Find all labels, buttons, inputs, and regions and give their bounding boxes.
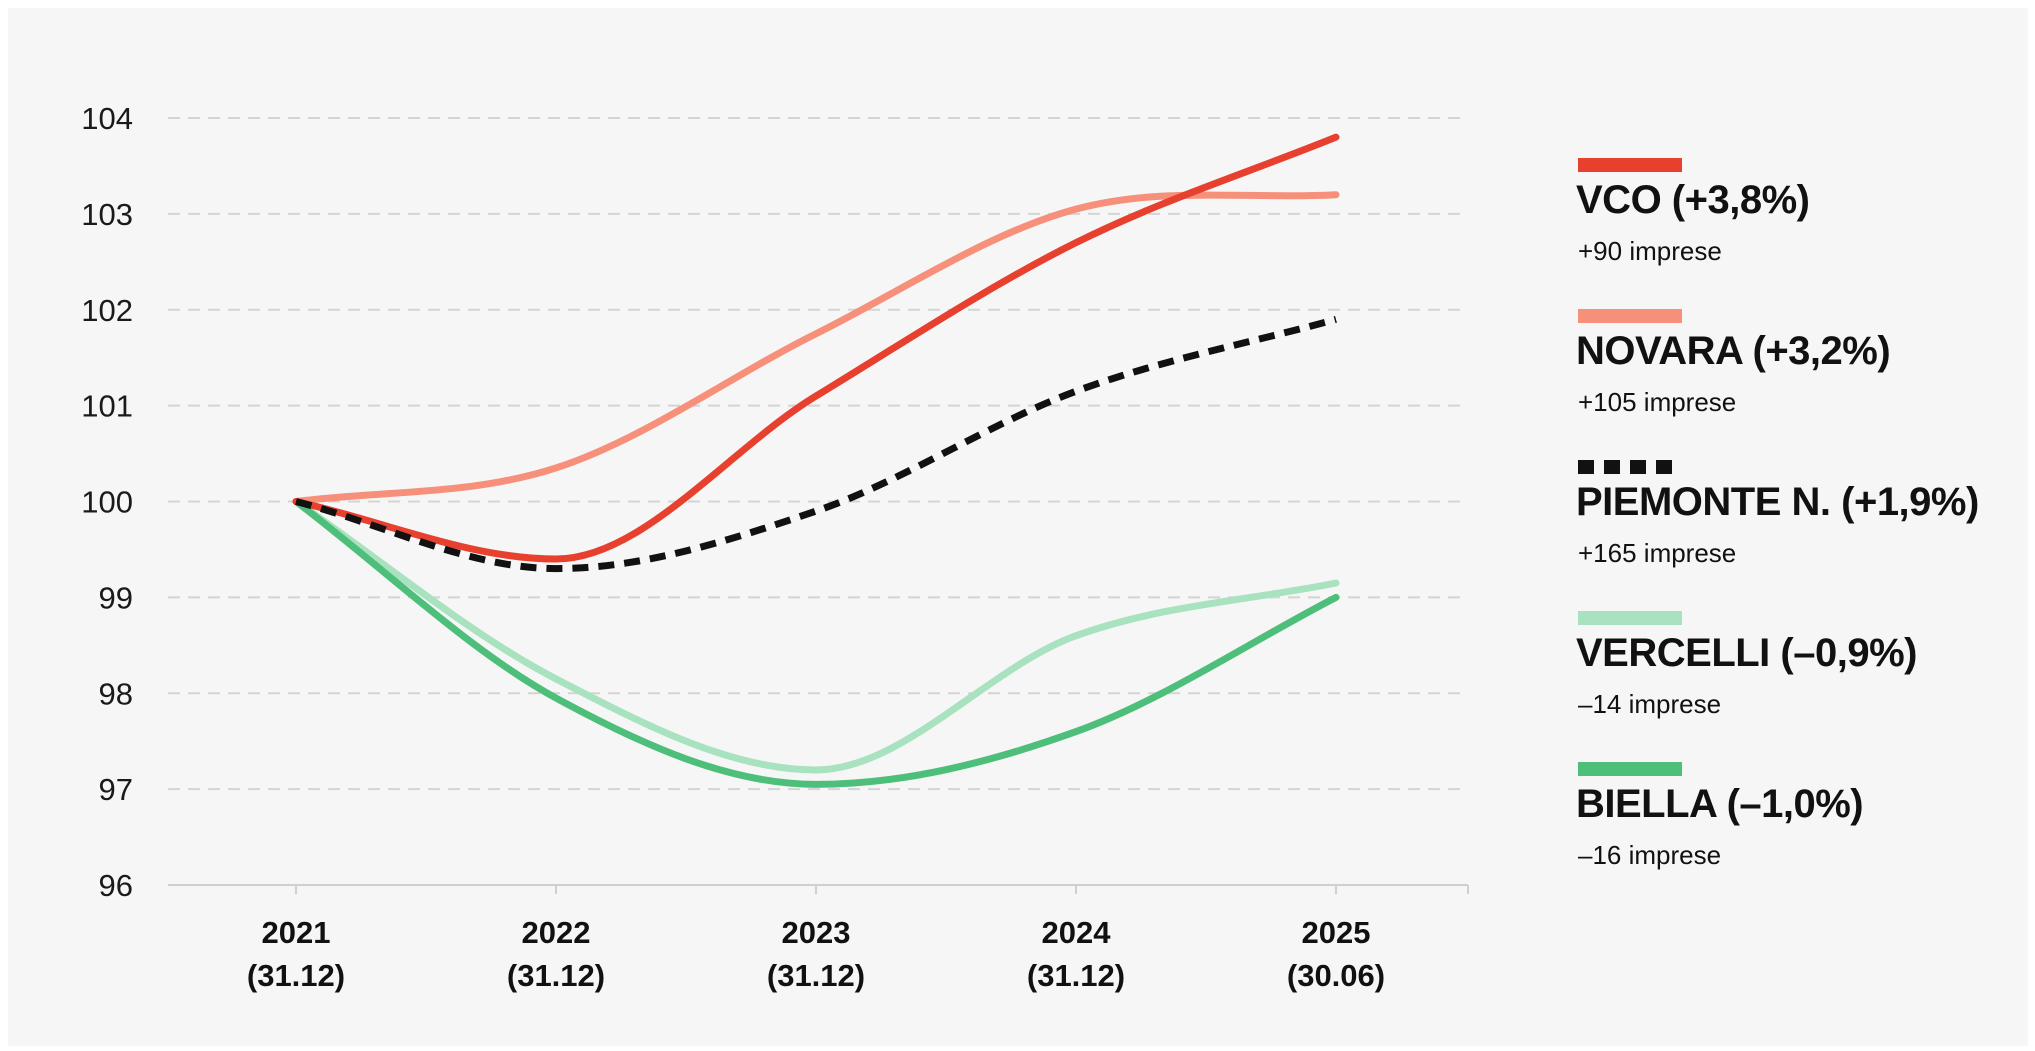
x-tick-label: 2023 [782,915,851,950]
series-lines [292,133,1340,788]
y-tick-label: 96 [99,868,133,903]
legend-sublabel: +105 imprese [1578,387,1737,417]
x-tick-label: 2021 [262,915,331,950]
legend-label: VERCELLI (–0,9%) [1576,631,1917,675]
line-chart: 96 97 98 99 100 101 102 103 104 2021 (31.12) 2022 (… [81,101,1469,993]
x-tick-sublabel: (31.12) [507,958,605,993]
y-tick-label: 101 [81,389,133,424]
x-tick-sublabel: (31.12) [1027,958,1125,993]
x-tick-labels: 2021 (31.12) 2022 (31.12) 2023 (31.12) 2024 (31… [247,915,1385,993]
chart-panel: 96 97 98 99 100 101 102 103 104 2021 (31.12) 2022 (… [8,8,2028,1046]
series-line-novara [292,191,1340,505]
legend-sublabel: –14 imprese [1578,689,1722,719]
x-tick-label: 2025 [1302,915,1371,950]
legend-label: NOVARA (+3,2%) [1576,329,1891,373]
y-tick-label: 99 [99,580,133,615]
legend-sublabel: –16 imprese [1578,840,1722,870]
y-tick-label: 103 [81,197,133,232]
legend-swatch-novara [1578,309,1682,323]
x-tick-label: 2024 [1042,915,1112,950]
x-tick-label: 2022 [522,915,591,950]
legend-swatch-vercelli [1578,611,1682,625]
y-tick-label: 102 [81,293,133,328]
legend-label: BIELLA (–1,0%) [1576,782,1864,826]
series-line-vercelli [292,498,1340,774]
y-tick-label: 104 [81,101,133,136]
x-tick-sublabel: (30.06) [1287,958,1385,993]
y-tick-label: 98 [99,676,133,711]
series-line-vco [292,133,1340,563]
x-tick-sublabel: (31.12) [767,958,865,993]
legend-label: VCO (+3,8%) [1576,178,1810,222]
legend-swatch-piemonte [1578,460,1682,474]
axes [168,884,1469,894]
series-line-piemonte [295,315,1337,573]
y-tick-labels: 96 97 98 99 100 101 102 103 104 [81,101,133,903]
grid [168,117,1468,791]
x-tick-sublabel: (31.12) [247,958,345,993]
legend-swatch-vco [1578,158,1682,172]
legend-swatch-biella [1578,762,1682,776]
series-line-biella [292,498,1340,788]
legend-label: PIEMONTE N. (+1,9%) [1576,480,1979,524]
legend-sublabel: +90 imprese [1578,236,1722,266]
y-tick-label: 97 [99,772,133,807]
legend-sublabel: +165 imprese [1578,538,1737,568]
y-tick-label: 100 [81,485,133,520]
